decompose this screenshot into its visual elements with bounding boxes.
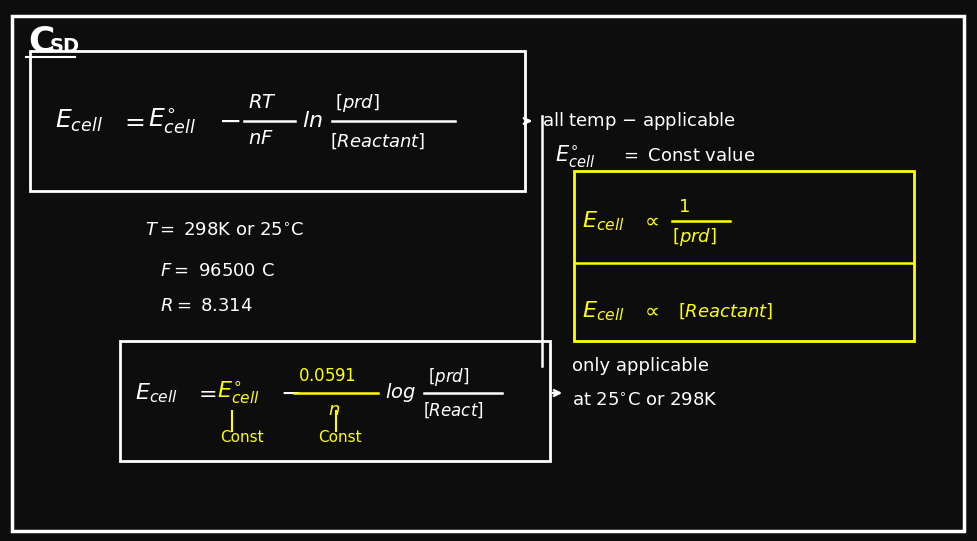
Text: $E^{\circ}_{cell}$: $E^{\circ}_{cell}$	[217, 380, 260, 406]
Text: $-$: $-$	[280, 381, 300, 405]
Text: $ln$: $ln$	[302, 111, 322, 131]
Text: $F =$ 96500 C: $F =$ 96500 C	[160, 262, 275, 280]
Text: $\propto$: $\propto$	[640, 301, 658, 321]
Text: $E_{cell}$: $E_{cell}$	[55, 108, 103, 134]
Text: $\propto$: $\propto$	[640, 211, 658, 231]
Text: $E_{cell}$: $E_{cell}$	[135, 381, 178, 405]
Text: $=$: $=$	[194, 383, 217, 403]
Text: $R =$ 8.314: $R =$ 8.314	[160, 297, 253, 315]
Text: $E^{\circ}_{cell}$: $E^{\circ}_{cell}$	[148, 107, 195, 136]
Text: at 25$^{\circ}$C or 298K: at 25$^{\circ}$C or 298K	[572, 392, 718, 410]
Text: $[Reactant]$: $[Reactant]$	[330, 131, 425, 151]
Text: $log$: $log$	[385, 381, 416, 405]
Text: SD: SD	[50, 37, 80, 56]
Bar	[574, 171, 914, 341]
Text: $-$: $-$	[218, 107, 240, 135]
Text: $[prd]$: $[prd]$	[672, 226, 717, 248]
Text: $[prd]$: $[prd]$	[335, 92, 380, 114]
Text: $E^{\circ}_{cell}$: $E^{\circ}_{cell}$	[555, 143, 595, 169]
Bar	[30, 51, 525, 191]
Text: $RT$: $RT$	[248, 94, 276, 113]
Text: Const: Const	[220, 431, 264, 445]
Text: $n$: $n$	[328, 401, 340, 419]
Text: $T=$ 298K or 25$^{\circ}$C: $T=$ 298K or 25$^{\circ}$C	[145, 222, 305, 240]
Text: $nF$: $nF$	[248, 129, 274, 148]
Text: $=$: $=$	[120, 109, 146, 133]
Text: $0.0591$: $0.0591$	[298, 367, 356, 385]
Text: $E_{cell}$: $E_{cell}$	[582, 209, 624, 233]
Text: only applicable: only applicable	[572, 357, 709, 375]
Text: $[Reactant]$: $[Reactant]$	[678, 301, 773, 321]
Text: all temp $-$ applicable: all temp $-$ applicable	[542, 110, 736, 132]
Text: $1$: $1$	[678, 198, 690, 216]
Text: Const: Const	[318, 431, 361, 445]
Text: $[React]$: $[React]$	[423, 400, 484, 420]
Bar	[120, 341, 550, 461]
Text: $=$ Const value: $=$ Const value	[620, 147, 755, 165]
Text: $[prd]$: $[prd]$	[428, 366, 470, 388]
Text: $E_{cell}$: $E_{cell}$	[582, 299, 624, 323]
Text: C: C	[28, 24, 55, 58]
